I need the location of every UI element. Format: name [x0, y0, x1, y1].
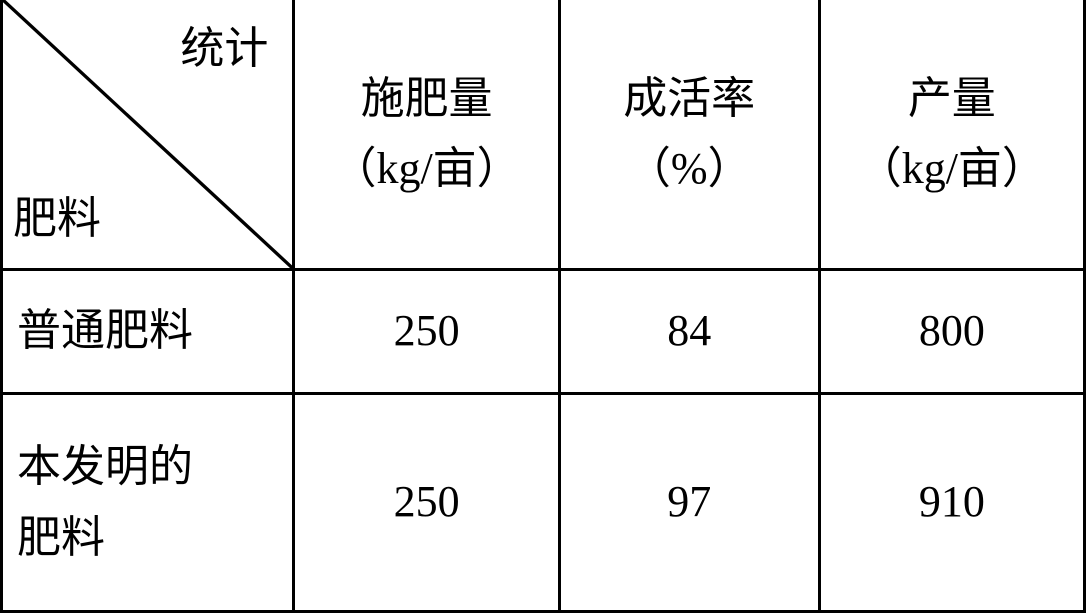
header-diagonal-cell: 统计 肥料 [2, 0, 294, 269]
cell-amount: 250 [294, 394, 559, 612]
diagonal-bottom-label: 肥料 [13, 184, 101, 254]
header-amount: 施肥量 （kg/亩） [294, 0, 559, 269]
row-label-invention: 本发明的 肥料 [2, 394, 294, 612]
table-row: 普通肥料 250 84 800 [2, 269, 1085, 393]
cell-amount: 250 [294, 269, 559, 393]
table-header-row: 统计 肥料 施肥量 （kg/亩） 成活率 （%） 产量 （kg/亩） [2, 0, 1085, 269]
cell-yield: 910 [819, 394, 1084, 612]
diagonal-top-label: 统计 [180, 14, 268, 84]
header-amount-line2: （kg/亩） [332, 144, 520, 193]
header-yield-line2: （kg/亩） [858, 144, 1046, 193]
row-label-invention-line1: 本发明的 [17, 442, 193, 491]
cell-survival: 97 [559, 394, 819, 612]
table-row: 本发明的 肥料 250 97 910 [2, 394, 1085, 612]
header-survival-line1: 成活率 [623, 74, 755, 123]
header-survival: 成活率 （%） [559, 0, 819, 269]
header-yield: 产量 （kg/亩） [819, 0, 1084, 269]
cell-survival: 84 [559, 269, 819, 393]
row-label-invention-line2: 肥料 [17, 513, 105, 562]
fertilizer-comparison-table: 统计 肥料 施肥量 （kg/亩） 成活率 （%） 产量 （kg/亩） 普通肥料 … [0, 0, 1086, 613]
header-survival-line2: （%） [627, 144, 752, 193]
header-yield-line1: 产量 [908, 74, 996, 123]
cell-yield: 800 [819, 269, 1084, 393]
header-amount-line1: 施肥量 [361, 74, 493, 123]
table-container: 统计 肥料 施肥量 （kg/亩） 成活率 （%） 产量 （kg/亩） 普通肥料 … [0, 0, 1086, 613]
row-label-ordinary: 普通肥料 [2, 269, 294, 393]
